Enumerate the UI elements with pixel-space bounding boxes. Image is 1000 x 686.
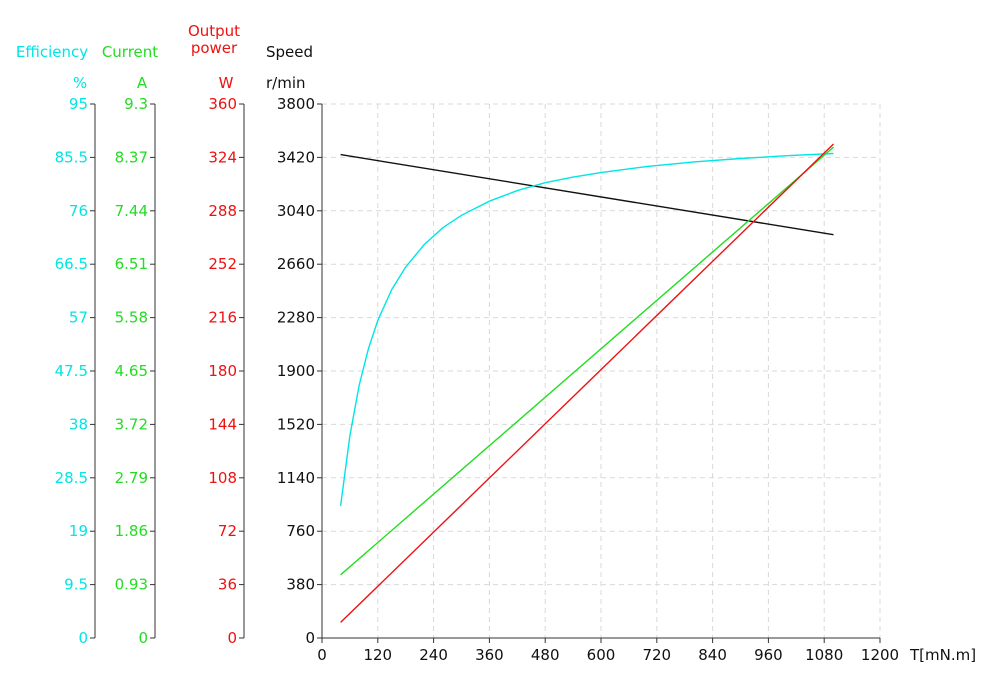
efficiency-tick-label: 85.5 — [55, 148, 88, 166]
power-tick-label: 108 — [208, 469, 237, 487]
power-series-line — [340, 143, 834, 623]
efficiency-axis-unit: % — [73, 74, 87, 92]
power-tick-label: 324 — [208, 148, 237, 166]
speed-tick-label: 1140 — [277, 469, 315, 487]
power-tick-label: 72 — [218, 522, 237, 540]
x-tick-label: 120 — [363, 646, 392, 664]
efficiency-tick-label: 76 — [69, 202, 88, 220]
efficiency-series-line — [339, 152, 834, 506]
speed-tick-label: 0 — [305, 629, 315, 647]
x-tick-label: 840 — [698, 646, 727, 664]
power-axis-name: power — [191, 39, 238, 57]
current-axis-unit: A — [137, 74, 148, 92]
current-tick-label: 3.72 — [115, 415, 148, 433]
power-tick-label: 144 — [208, 415, 237, 433]
plot-grid — [322, 103, 881, 638]
efficiency-tick-label: 95 — [69, 95, 88, 113]
speed-tick-label: 380 — [286, 576, 315, 594]
speed-axis-name: Speed — [266, 43, 313, 61]
power-axis-name: Output — [188, 22, 240, 40]
current-tick-label: 7.44 — [115, 202, 148, 220]
efficiency-tick-label: 28.5 — [55, 469, 88, 487]
current-tick-label: 1.86 — [115, 522, 148, 540]
power-tick-label: 180 — [208, 362, 237, 380]
x-tick-label: 1080 — [805, 646, 843, 664]
current-tick-label: 0 — [138, 629, 148, 647]
axis-ticks: 0 9.5 19 28.5 38 47.5 57 66.5 76 85.5 95 0 0.93 1.86 2… — [55, 95, 977, 664]
data-series — [339, 143, 834, 623]
speed-tick-label: 2280 — [277, 309, 315, 327]
current-tick-label: 8.37 — [115, 148, 148, 166]
power-tick-label: 288 — [208, 202, 237, 220]
current-tick-label: 9.3 — [124, 95, 148, 113]
x-tick-label: 720 — [642, 646, 671, 664]
x-tick-label: 360 — [475, 646, 504, 664]
x-tick-label: 240 — [419, 646, 448, 664]
current-axis-name: Current — [102, 43, 158, 61]
efficiency-tick-label: 57 — [69, 309, 88, 327]
x-tick-label: 480 — [531, 646, 560, 664]
efficiency-axis-name: Efficiency — [16, 43, 88, 61]
power-tick-label: 36 — [218, 576, 237, 594]
power-tick-label: 252 — [208, 255, 237, 273]
power-axis-unit: W — [219, 74, 234, 92]
speed-series-line — [340, 153, 834, 236]
current-tick-label: 2.79 — [115, 469, 148, 487]
speed-tick-label: 1900 — [277, 362, 315, 380]
speed-tick-label: 3800 — [277, 95, 315, 113]
x-tick-label: 0 — [317, 646, 327, 664]
current-tick-label: 0.93 — [115, 576, 148, 594]
plot-axes — [90, 103, 881, 643]
efficiency-tick-label: 38 — [69, 415, 88, 433]
efficiency-tick-label: 0 — [78, 629, 88, 647]
efficiency-tick-label: 66.5 — [55, 255, 88, 273]
speed-tick-label: 760 — [286, 522, 315, 540]
efficiency-tick-label: 9.5 — [64, 576, 88, 594]
current-tick-label: 4.65 — [115, 362, 148, 380]
x-tick-label: 960 — [754, 646, 783, 664]
current-tick-label: 5.58 — [115, 309, 148, 327]
power-tick-label: 360 — [208, 95, 237, 113]
x-tick-label: 600 — [587, 646, 616, 664]
speed-tick-label: 2660 — [277, 255, 315, 273]
speed-tick-label: 1520 — [277, 415, 315, 433]
current-series-line — [340, 146, 834, 576]
speed-axis-unit: r/min — [266, 74, 306, 92]
x-tick-label: 1200 — [861, 646, 899, 664]
power-tick-label: 0 — [227, 629, 237, 647]
x-axis-label: T[mN.m] — [909, 646, 976, 664]
efficiency-tick-label: 47.5 — [55, 362, 88, 380]
power-tick-label: 216 — [208, 309, 237, 327]
current-tick-label: 6.51 — [115, 255, 148, 273]
efficiency-tick-label: 19 — [69, 522, 88, 540]
speed-tick-label: 3040 — [277, 202, 315, 220]
speed-tick-label: 3420 — [277, 148, 315, 166]
